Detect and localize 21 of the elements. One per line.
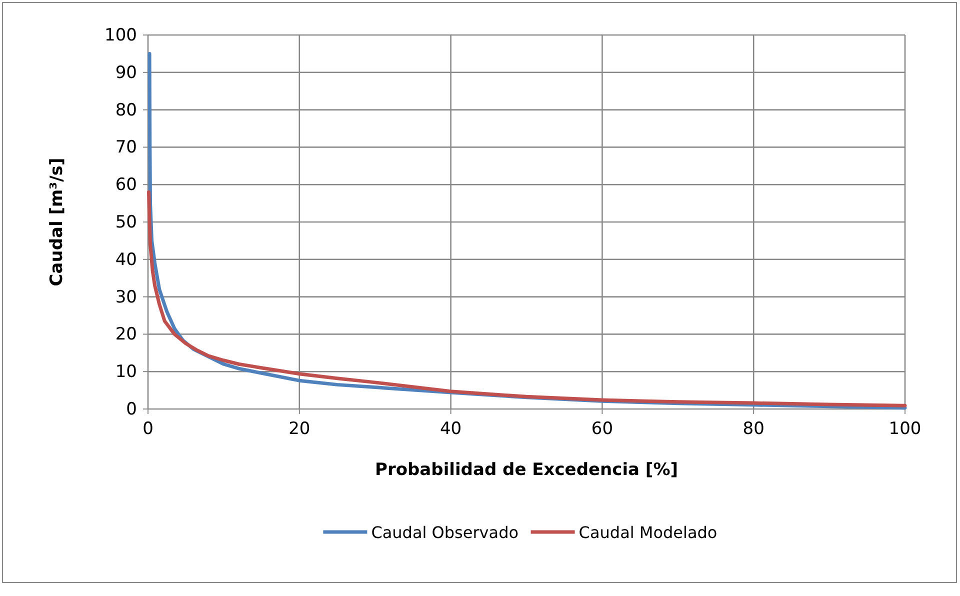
x-tick-label: 0 xyxy=(142,419,154,440)
y-tick-label: 10 xyxy=(115,362,137,382)
y-tick-label: 30 xyxy=(115,287,137,308)
x-tick-label: 100 xyxy=(888,419,922,440)
x-tick-label: 40 xyxy=(440,419,462,440)
x-tick-label: 20 xyxy=(288,419,310,440)
x-axis-title: Probabilidad de Excedencia [%] xyxy=(374,460,678,480)
y-tick-label: 40 xyxy=(115,250,137,270)
y-tick-label: 60 xyxy=(115,175,137,196)
y-tick-label: 20 xyxy=(115,324,137,345)
x-tick-label: 80 xyxy=(742,419,764,440)
y-tick-label: 100 xyxy=(104,25,137,46)
y-tick-label: 0 xyxy=(126,399,137,420)
legend-label: Caudal Modelado xyxy=(578,523,718,542)
y-axis-title: Caudal [m³/s] xyxy=(47,158,67,286)
y-tick-label: 90 xyxy=(115,62,137,83)
x-tick-label: 60 xyxy=(591,419,614,440)
legend-label: Caudal Observado xyxy=(371,523,519,542)
y-tick-label: 50 xyxy=(115,212,137,232)
y-tick-label: 80 xyxy=(115,100,137,120)
y-tick-label: 70 xyxy=(115,138,137,158)
